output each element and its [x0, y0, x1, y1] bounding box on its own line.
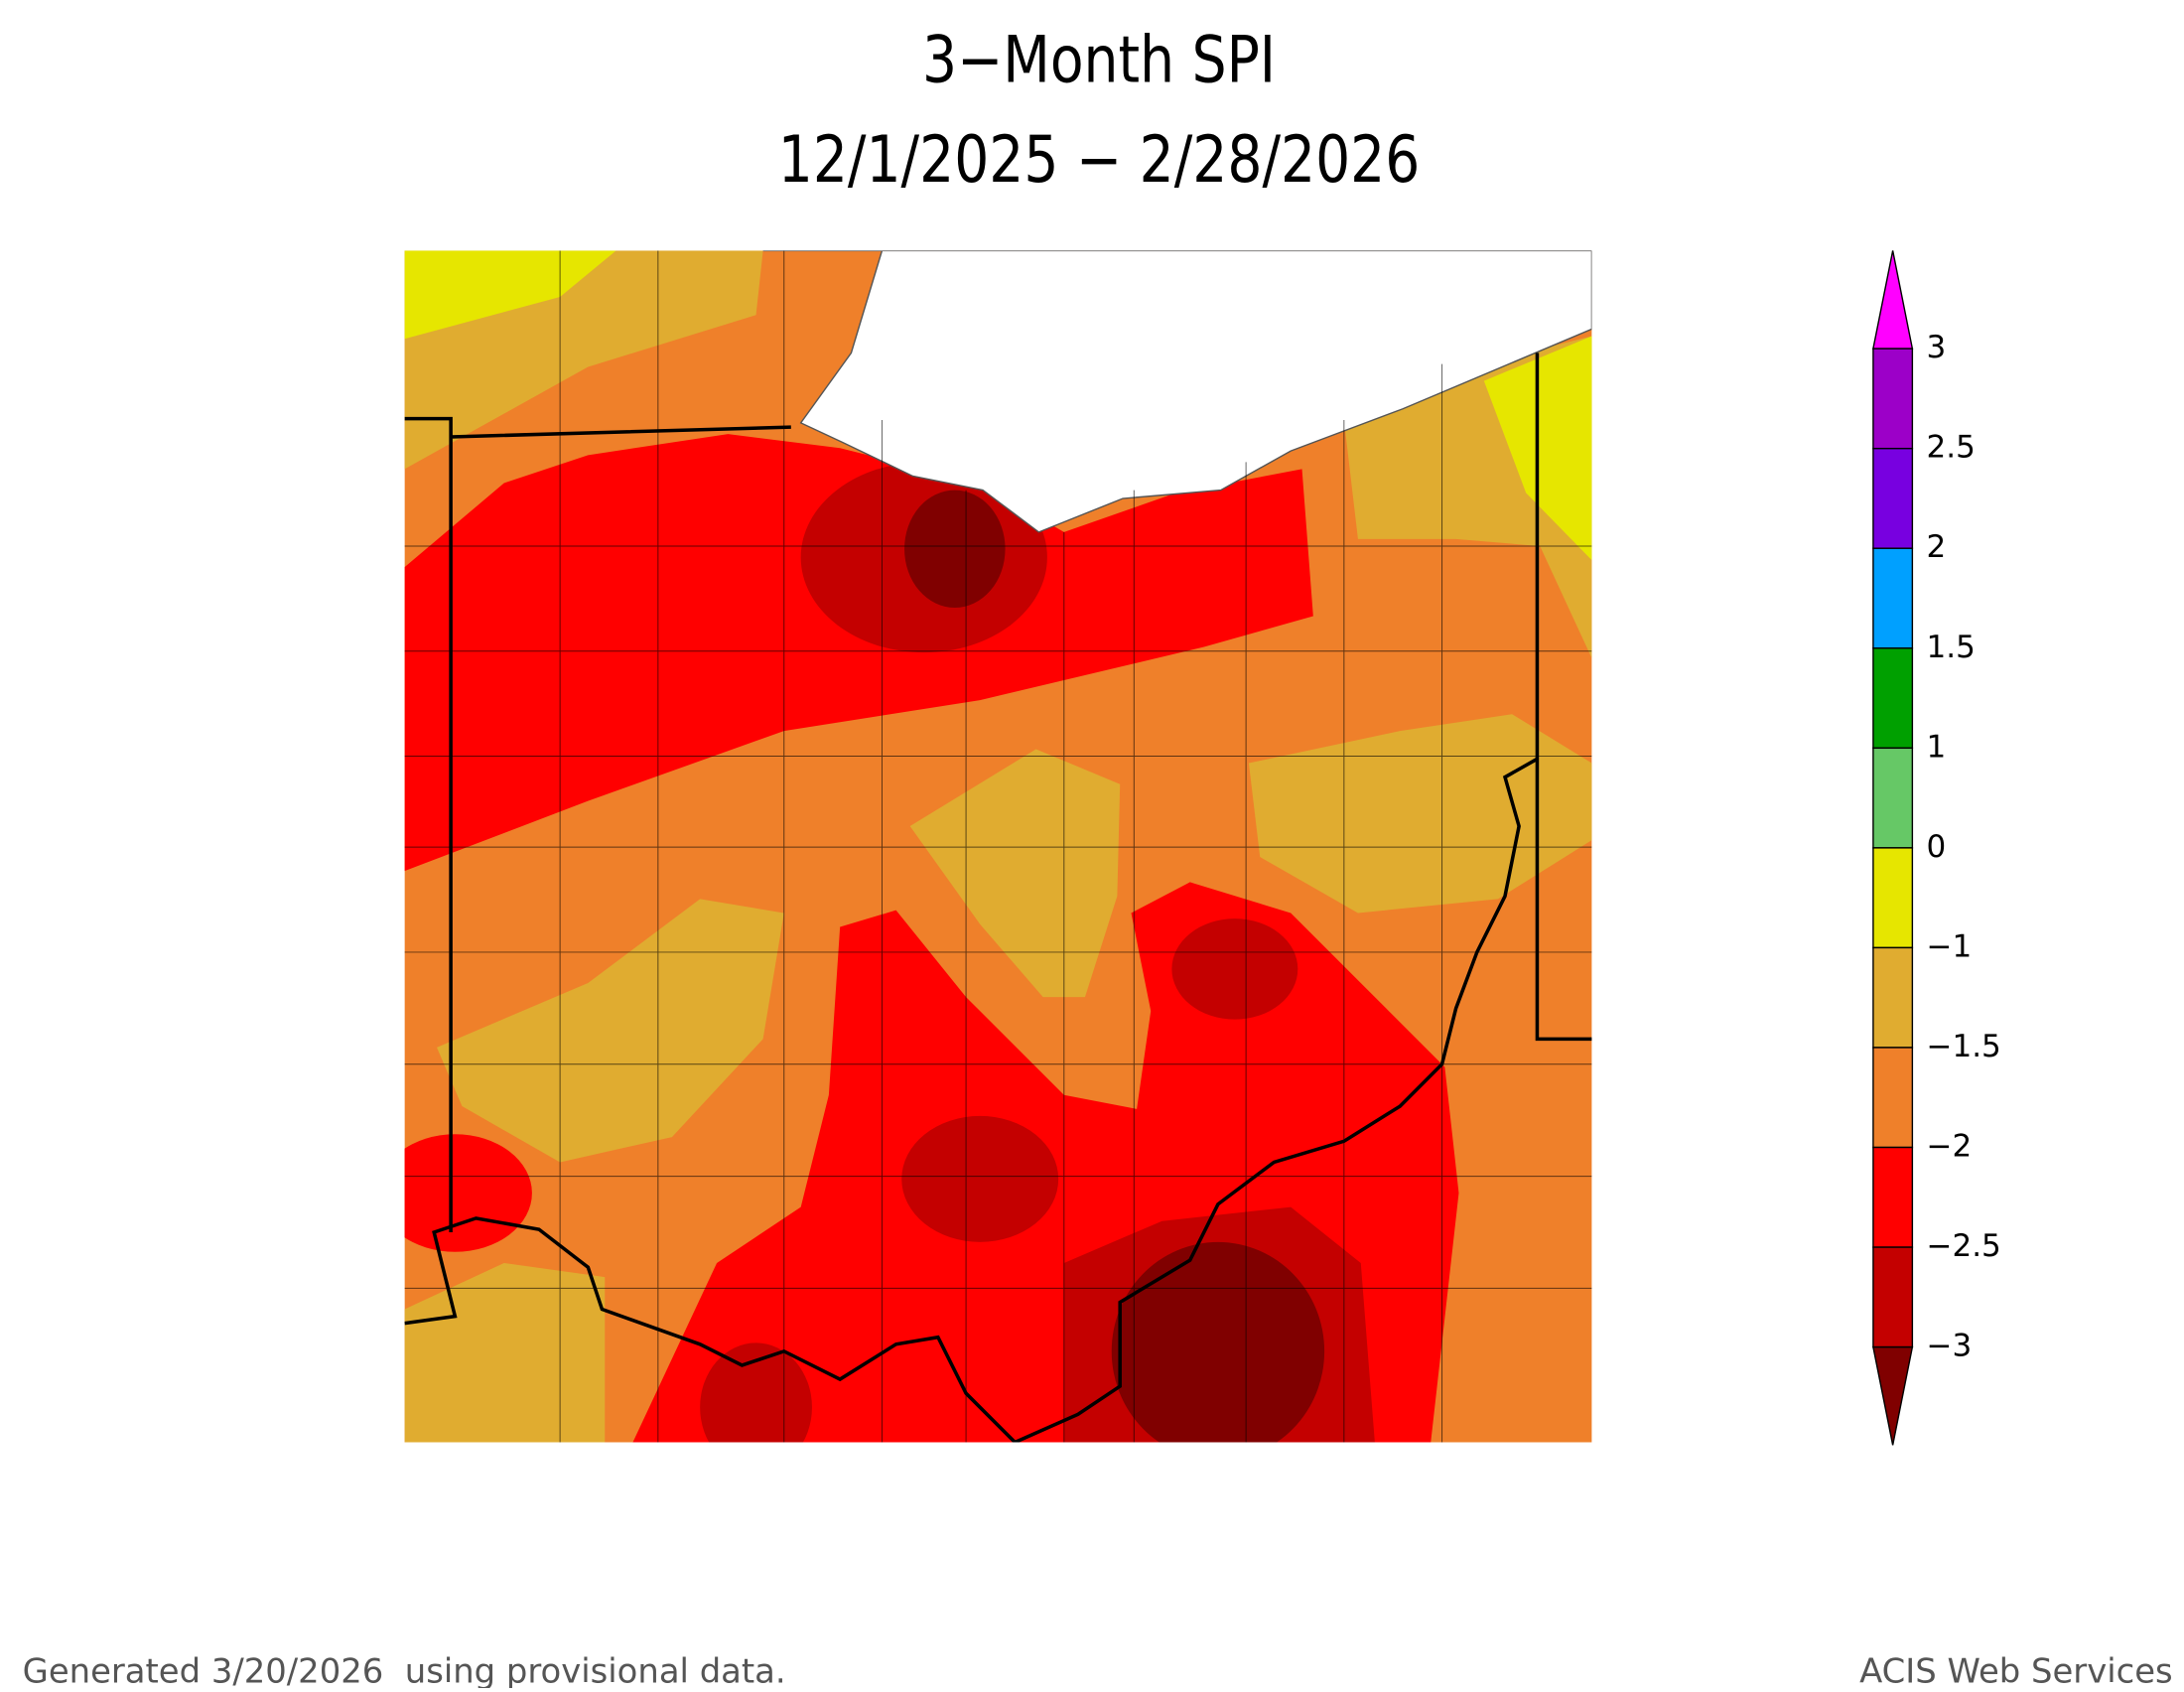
legend-swatch: [1872, 1047, 1914, 1149]
legend-label: 1: [1926, 729, 1946, 765]
region: [909, 749, 1121, 998]
legend-arrow: [1872, 1345, 1914, 1446]
legend-label: −1: [1926, 928, 1972, 964]
region: [1248, 714, 1592, 914]
legend-label: −1.5: [1926, 1029, 2000, 1064]
region: [901, 1115, 1059, 1242]
legend-swatch: [1872, 1146, 1914, 1248]
region: [404, 434, 1313, 872]
footer-left: Generated 3/20/2026 using provisional da…: [23, 1652, 786, 1688]
legend-swatch: [1872, 847, 1914, 949]
legend-label: −2.5: [1926, 1228, 2000, 1264]
legend-swatch: [1872, 1246, 1914, 1348]
legend-swatch: [1872, 647, 1914, 750]
legend-arrow: [1872, 250, 1914, 350]
region: [1111, 1241, 1325, 1443]
legend-label: 3: [1926, 330, 1946, 365]
legend-label: 0: [1926, 829, 1946, 865]
region: [404, 250, 616, 340]
map-area: [404, 250, 1592, 1443]
lake-erie: [762, 250, 1592, 533]
region: [437, 899, 784, 1163]
color-legend: 3 2.5 2 1.5 1 0 −1 −1.5 −2 −2.5 −3: [1872, 250, 2001, 1446]
footer-right: ACIS Web Services: [1859, 1652, 2173, 1688]
map-title: 3−Month SPI: [922, 23, 1276, 97]
region: [904, 490, 1006, 609]
region: [404, 1134, 532, 1252]
legend-swatch: [1872, 348, 1914, 450]
legend-label: −3: [1926, 1329, 1972, 1364]
legend-label: 2: [1926, 529, 1946, 565]
county-lines: [404, 250, 1592, 1443]
legend-swatch: [1872, 547, 1914, 649]
map-subtitle: 12/1/2025 − 2/28/2026: [778, 123, 1421, 198]
legend-label: −2: [1926, 1129, 1972, 1165]
legend-label: 2.5: [1926, 430, 1975, 466]
legend-swatch: [1872, 747, 1914, 849]
legend-swatch: [1872, 447, 1914, 549]
legend-swatch: [1872, 946, 1914, 1049]
legend-label: 1.5: [1926, 630, 1975, 665]
state-lines: [404, 352, 1592, 1443]
region: [1171, 918, 1298, 1020]
